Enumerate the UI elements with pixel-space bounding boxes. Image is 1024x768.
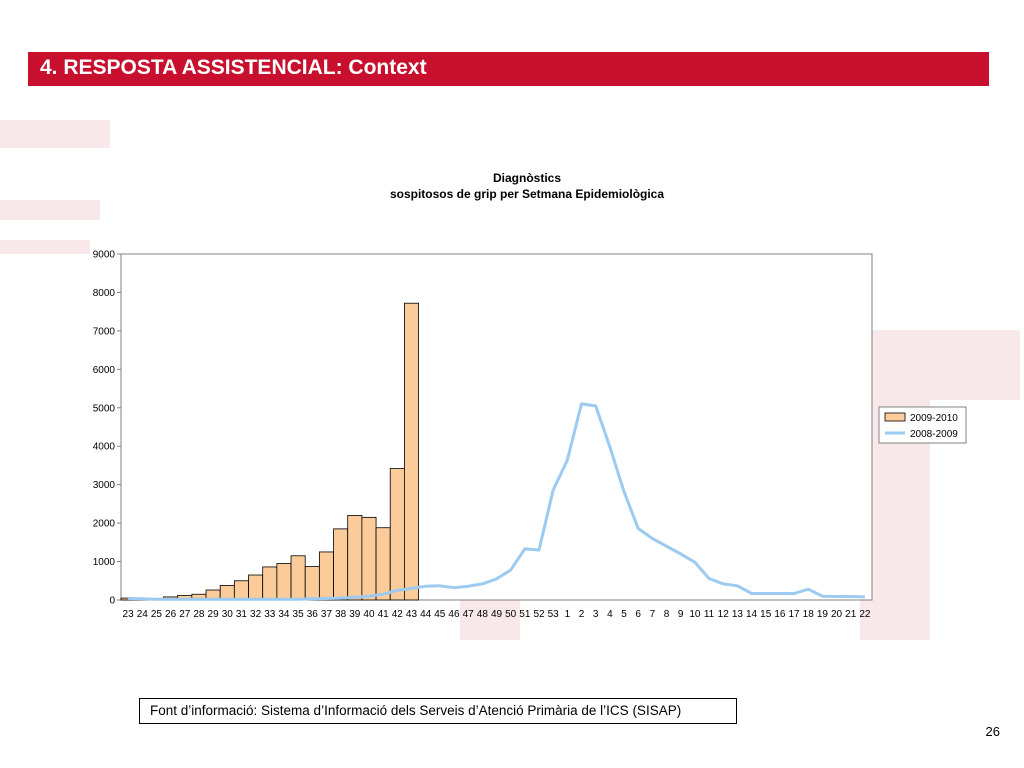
x-tick-label: 11: [704, 609, 715, 620]
x-tick-label: 47: [463, 609, 475, 620]
line-2008-2009: [128, 402, 865, 601]
x-tick-label: 19: [817, 609, 829, 620]
x-tick-label: 29: [208, 609, 220, 620]
x-tick-label: 40: [363, 609, 375, 620]
x-tick-label: 5: [621, 609, 627, 620]
bar-2009-2010: [276, 563, 292, 601]
x-tick-label: 52: [533, 609, 545, 620]
x-tick-label: 3: [593, 609, 599, 620]
x-tick-label: 8: [664, 609, 670, 620]
chart-title-line1: Diagnòstics: [492, 171, 561, 185]
x-tick-label: 39: [349, 609, 361, 620]
y-tick-label: 2000: [93, 519, 116, 530]
x-tick-label: 51: [519, 609, 531, 620]
x-tick-label: 27: [179, 609, 191, 620]
x-tick-label: 7: [650, 609, 656, 620]
x-tick-label: 37: [321, 609, 333, 620]
legend-label-2008-2009: 2008-2009: [910, 429, 958, 440]
page-title: 4. RESPOSTA ASSISTENCIAL: Context: [40, 56, 427, 79]
x-tick-label: 31: [236, 609, 248, 620]
x-tick-label: 9: [678, 609, 684, 620]
x-tick-label: 50: [505, 609, 517, 620]
x-tick-label: 26: [165, 609, 177, 620]
x-tick-label: 32: [250, 609, 262, 620]
y-tick-label: 8000: [93, 288, 116, 299]
legend-bar-swatch: [884, 412, 906, 422]
x-tick-label: 28: [193, 609, 205, 620]
x-tick-label: 16: [774, 609, 786, 620]
source-text: Font d’informació: Sistema d’Informació …: [150, 703, 682, 718]
x-tick-label: 20: [831, 609, 843, 620]
y-tick-label: 6000: [93, 365, 116, 376]
header-bar: 4. RESPOSTA ASSISTENCIAL: Context: [28, 52, 989, 86]
y-tick-label: 3000: [93, 480, 116, 491]
x-tick-label: 18: [803, 609, 815, 620]
bar-2009-2010: [248, 574, 264, 601]
y-tick-label: 1000: [93, 557, 116, 568]
y-tick-label: 7000: [93, 326, 116, 337]
x-tick-label: 44: [420, 609, 432, 620]
bar-2009-2010: [333, 528, 349, 601]
bar-2009-2010: [347, 515, 363, 601]
bar-2009-2010: [304, 566, 320, 601]
bar-2009-2010: [403, 302, 419, 601]
legend-label-2009-2010: 2009-2010: [910, 413, 958, 424]
bar-2009-2010: [290, 555, 306, 601]
x-tick-label: 12: [718, 609, 730, 620]
page-number: 26: [985, 724, 1000, 739]
x-tick-label: 22: [859, 609, 871, 620]
bar-2009-2010: [318, 551, 334, 601]
x-tick-label: 48: [477, 609, 489, 620]
x-tick-label: 43: [406, 609, 418, 620]
y-tick-label: 9000: [93, 250, 116, 261]
chart-title: Diagnòstics sospitosos de grip per Setma…: [120, 170, 934, 202]
y-tick-label: 4000: [93, 442, 116, 453]
bar-2009-2010: [361, 516, 377, 601]
x-tick-label: 53: [548, 609, 560, 620]
x-tick-label: 23: [123, 609, 135, 620]
x-tick-label: 42: [392, 609, 404, 620]
chart-title-line2: sospitosos de grip per Setmana Epidemiol…: [389, 187, 665, 201]
source-note: Font d’informació: Sistema d’Informació …: [139, 698, 737, 724]
plot-area: [120, 253, 873, 601]
x-tick-label: 30: [222, 609, 234, 620]
x-tick-label: 38: [335, 609, 347, 620]
x-tick-label: 10: [689, 609, 701, 620]
x-tick-label: 4: [607, 609, 613, 620]
x-tick-label: 25: [151, 609, 163, 620]
bar-2009-2010: [262, 566, 278, 601]
x-tick-label: 17: [789, 609, 801, 620]
x-tick-label: 1: [565, 609, 571, 620]
x-tick-label: 35: [293, 609, 305, 620]
x-tick-label: 45: [434, 609, 446, 620]
x-tick-label: 13: [732, 609, 744, 620]
x-tick-label: 49: [491, 609, 503, 620]
x-tick-label: 46: [448, 609, 460, 620]
x-tick-label: 36: [307, 609, 319, 620]
bar-2009-2010: [375, 527, 391, 601]
x-tick-label: 33: [264, 609, 276, 620]
x-tick-label: 21: [845, 609, 857, 620]
x-tick-label: 24: [137, 609, 149, 620]
x-tick-label: 34: [278, 609, 290, 620]
bar-2009-2010: [389, 468, 405, 601]
y-tick-label: 5000: [93, 403, 116, 414]
x-tick-label: 15: [760, 609, 772, 620]
x-tick-label: 6: [635, 609, 641, 620]
x-tick-label: 41: [378, 609, 390, 620]
bar-2009-2010: [233, 580, 249, 601]
x-tick-label: 14: [746, 609, 758, 620]
y-tick-label: 0: [109, 596, 115, 607]
x-tick-label: 2: [579, 609, 585, 620]
